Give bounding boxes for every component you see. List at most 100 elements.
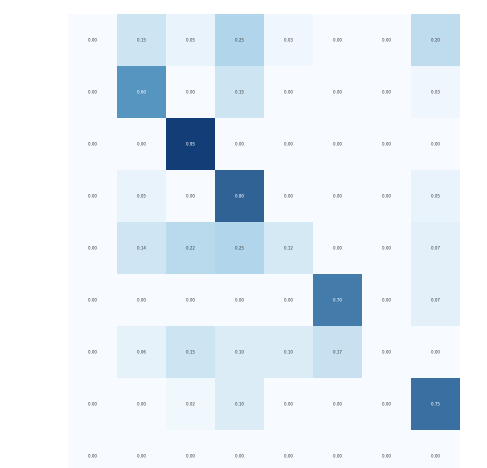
cell-value-r8-c3: 0.00: [235, 454, 244, 459]
cell-value-r7-c6: 0.00: [382, 402, 391, 407]
cell-value-r0-c7: 0.20: [431, 38, 440, 43]
heatmap-cell-r4-c3: [215, 222, 264, 274]
cell-value-r2-c1: 0.00: [137, 142, 146, 147]
heatmap-cell-r1-c2: [166, 66, 215, 118]
cell-value-r5-c2: 0.00: [186, 298, 195, 303]
heatmap-cell-r0-c1: [117, 14, 166, 66]
heatmap-cell-r4-c6: [362, 222, 411, 274]
cell-value-r1-c7: 0.03: [431, 90, 440, 95]
heatmap-cell-r7-c7: [411, 378, 460, 430]
heatmap-cell-r4-c5: [313, 222, 362, 274]
cell-value-r6-c1: 0.06: [137, 350, 146, 355]
heatmap-cell-r0-c5: [313, 14, 362, 66]
cell-value-r5-c6: 0.00: [382, 298, 391, 303]
heatmap-cell-r7-c5: [313, 378, 362, 430]
cell-value-r1-c2: 0.00: [186, 90, 195, 95]
heatmap-cell-r7-c6: [362, 378, 411, 430]
heatmap-cell-r8-c3: [215, 430, 264, 468]
cell-value-r1-c6: 0.00: [382, 90, 391, 95]
heatmap-cell-r3-c0: [68, 170, 117, 222]
cell-value-r0-c2: 0.05: [186, 38, 195, 43]
heatmap-cell-r7-c2: [166, 378, 215, 430]
heatmap-cell-r5-c2: [166, 274, 215, 326]
heatmap-cell-r4-c0: [68, 222, 117, 274]
heatmap-cell-r7-c3: [215, 378, 264, 430]
heatmap-cell-r5-c0: [68, 274, 117, 326]
cell-value-r5-c5: 0.70: [333, 298, 342, 303]
cell-value-r2-c5: 0.00: [333, 142, 342, 147]
heatmap-cells: [68, 14, 460, 468]
cell-value-r8-c6: 0.00: [382, 454, 391, 459]
cell-value-r5-c0: 0.00: [88, 298, 97, 303]
cell-value-r6-c0: 0.00: [88, 350, 97, 355]
cell-value-r4-c3: 0.25: [235, 246, 244, 251]
cell-value-r4-c5: 0.00: [333, 246, 342, 251]
cell-value-labels: 0.00 0.15 0.05 0.25 0.03 0.00 0.00 0.20 0.00 0.60…: [88, 38, 440, 459]
heatmap-cell-r3-c1: [117, 170, 166, 222]
cell-value-r3-c4: 0.00: [284, 194, 293, 199]
cell-value-r7-c1: 0.00: [137, 402, 146, 407]
cell-value-r3-c0: 0.00: [88, 194, 97, 199]
heatmap-cell-r1-c0: [68, 66, 117, 118]
cell-value-r1-c3: 0.15: [235, 90, 244, 95]
cell-value-r4-c7: 0.07: [431, 246, 440, 251]
heatmap-cell-r8-c1: [117, 430, 166, 468]
cell-value-r6-c3: 0.10: [235, 350, 244, 355]
heatmap-cell-r1-c3: [215, 66, 264, 118]
cell-value-r6-c2: 0.15: [186, 350, 195, 355]
heatmap-cell-r5-c1: [117, 274, 166, 326]
heatmap-cell-r7-c1: [117, 378, 166, 430]
heatmap-cell-r6-c0: [68, 326, 117, 378]
cell-value-r5-c1: 0.00: [137, 298, 146, 303]
cell-value-r3-c2: 0.00: [186, 194, 195, 199]
heatmap-cell-r5-c6: [362, 274, 411, 326]
cell-value-r0-c4: 0.03: [284, 38, 293, 43]
cell-value-r3-c6: 0.00: [382, 194, 391, 199]
heatmap-cell-r2-c2: [166, 118, 215, 170]
heatmap-cell-r2-c4: [264, 118, 313, 170]
cell-value-r4-c6: 0.00: [382, 246, 391, 251]
heatmap-cell-r6-c7: [411, 326, 460, 378]
cell-value-r4-c1: 0.14: [137, 246, 146, 251]
cell-value-r5-c7: 0.07: [431, 298, 440, 303]
cell-value-r4-c4: 0.12: [284, 246, 293, 251]
cell-value-r1-c1: 0.60: [137, 90, 146, 95]
cell-value-r8-c5: 0.00: [333, 454, 342, 459]
heatmap-cell-r0-c4: [264, 14, 313, 66]
cell-value-r2-c4: 0.00: [284, 142, 293, 147]
cell-value-r5-c4: 0.00: [284, 298, 293, 303]
cell-value-r6-c7: 0.00: [431, 350, 440, 355]
cell-value-r0-c0: 0.00: [88, 38, 97, 43]
cell-value-r0-c6: 0.00: [382, 38, 391, 43]
cell-value-r1-c4: 0.00: [284, 90, 293, 95]
cell-value-r2-c0: 0.00: [88, 142, 97, 147]
heatmap-cell-r5-c4: [264, 274, 313, 326]
heatmap-cell-r8-c0: [68, 430, 117, 468]
cell-value-r4-c2: 0.22: [186, 246, 195, 251]
cell-value-r5-c3: 0.00: [235, 298, 244, 303]
cell-value-r2-c7: 0.00: [431, 142, 440, 147]
cell-value-r7-c5: 0.00: [333, 402, 342, 407]
cell-value-r8-c2: 0.00: [186, 454, 195, 459]
heatmap-cell-r8-c5: [313, 430, 362, 468]
heatmap-cell-r6-c5: [313, 326, 362, 378]
cell-value-r3-c5: 0.00: [333, 194, 342, 199]
cell-value-r3-c1: 0.05: [137, 194, 146, 199]
cell-value-r1-c5: 0.00: [333, 90, 342, 95]
cell-value-r6-c4: 0.10: [284, 350, 293, 355]
cell-value-r0-c1: 0.15: [137, 38, 146, 43]
heatmap-cell-r8-c2: [166, 430, 215, 468]
cell-value-r7-c2: 0.02: [186, 402, 195, 407]
heatmap-cell-r1-c6: [362, 66, 411, 118]
heatmap-cell-r2-c7: [411, 118, 460, 170]
heatmap-cell-r2-c3: [215, 118, 264, 170]
cell-value-r7-c7: 0.75: [431, 402, 440, 407]
heatmap-cell-r4-c4: [264, 222, 313, 274]
cell-value-r6-c6: 0.00: [382, 350, 391, 355]
heatmap-cell-r5-c5: [313, 274, 362, 326]
cell-value-r0-c3: 0.25: [235, 38, 244, 43]
cell-value-r7-c4: 0.00: [284, 402, 293, 407]
heatmap-cell-r1-c7: [411, 66, 460, 118]
heatmap-cell-r2-c5: [313, 118, 362, 170]
